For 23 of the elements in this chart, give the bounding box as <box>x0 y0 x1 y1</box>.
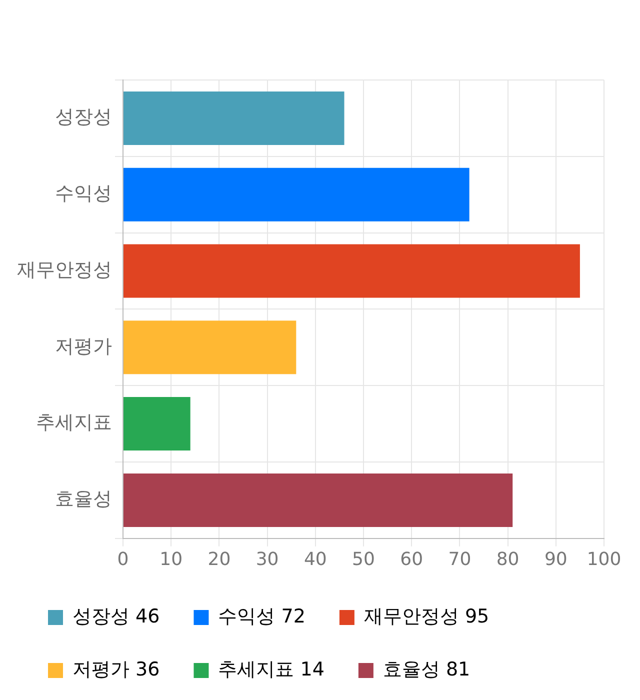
legend-label: 추세지표 14 <box>218 658 324 680</box>
y-tick-label: 추세지표 <box>36 412 112 434</box>
legend-label: 수익성 72 <box>218 605 306 628</box>
legend-label: 성장성 46 <box>72 605 160 628</box>
x-tick-label: 10 <box>160 548 183 570</box>
legend-label: 효율성 81 <box>382 658 470 680</box>
x-tick-label: 40 <box>304 548 327 570</box>
y-tick-label: 재무안정성 <box>17 258 112 281</box>
x-tick-label: 90 <box>544 548 568 570</box>
y-tick-label: 효율성 <box>55 488 112 510</box>
x-tick-label: 0 <box>117 548 129 570</box>
y-tick-label: 성장성 <box>55 106 112 128</box>
x-tick-label: 50 <box>352 548 375 570</box>
y-tick-label: 수익성 <box>55 182 112 205</box>
legend-label: 저평가 36 <box>72 658 160 680</box>
x-tick-label: 20 <box>208 548 231 570</box>
x-tick-label: 100 <box>586 548 622 570</box>
x-tick-label: 70 <box>448 548 472 570</box>
x-tick-label: 30 <box>256 548 279 570</box>
y-tick-label: 저평가 <box>55 335 112 358</box>
x-tick-label: 60 <box>400 548 424 570</box>
x-tick-label: 80 <box>496 548 520 570</box>
legend-label: 재무안정성 95 <box>364 605 490 628</box>
